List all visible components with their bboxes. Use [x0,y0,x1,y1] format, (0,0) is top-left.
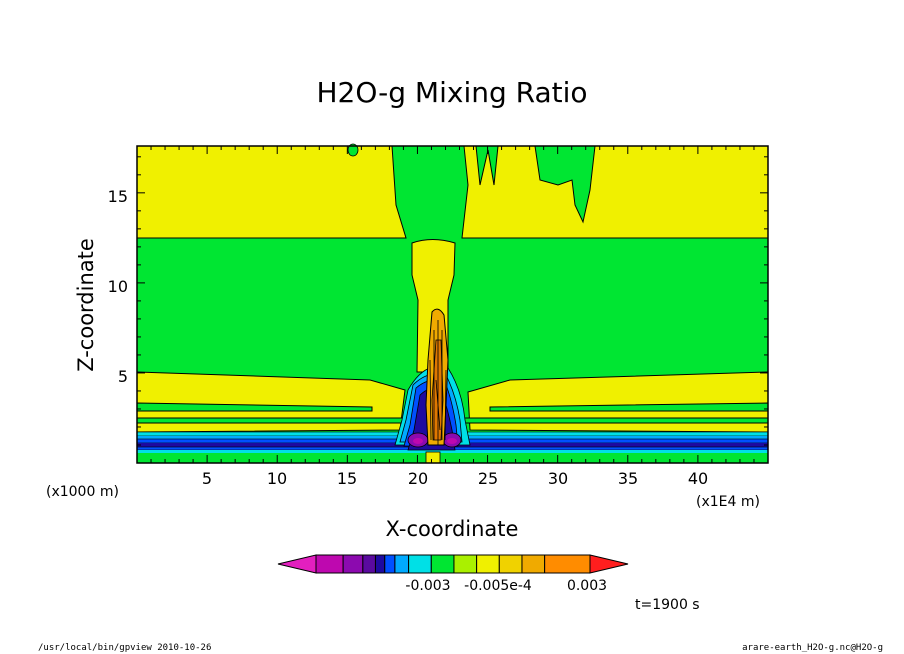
colorbar-segments [277,554,629,574]
x-axis-label: X-coordinate [386,517,519,541]
colorbar-label-3: 0.003 [567,578,607,594]
core-dark-orange-column [431,339,444,441]
x-tick-label: 30 [548,469,568,488]
core-magenta-right [447,438,457,444]
core-contour-lines [429,320,447,445]
footer-left: /usr/local/bin/gpview 2010-10-26 [38,643,211,653]
colorbar-max-triangle [589,554,629,574]
bottom-center-yellow [425,451,441,464]
colorbar-segment [362,554,376,574]
axis-ticks [137,146,768,463]
colorbar-segment [342,554,364,574]
colorbar-segment [544,554,591,574]
y-tick-5: 5 [118,367,128,386]
upper-yellow-band [136,145,407,239]
core-magenta-left [413,438,423,444]
plot-frame [136,145,769,464]
colorbar-segment [408,554,432,574]
colorbar: -0.003 -0.005e-4 0.003 [277,554,629,594]
x-tick-label: 10 [267,469,287,488]
time-label: t=1900 s [635,597,700,613]
y-axis-label: Z-coordinate [74,238,98,372]
x-tick-label: 5 [202,469,212,488]
colorbar-min-triangle [277,554,317,574]
colorbar-segment [521,554,546,574]
colorbar-segment [498,554,523,574]
upper-green-blob [347,143,359,157]
x-tick-label: 35 [618,469,638,488]
chart-title: H2O-g Mixing Ratio [316,76,587,109]
colorbar-label-1: -0.003 [405,578,450,594]
colorbar-segment [476,554,500,574]
x-tick-labels: 5 10 15 20 25 30 35 40 [202,469,708,488]
footer-right: arare-earth_H2O-g.nc@H2O-g [742,643,883,653]
band-cyan-lower [137,450,768,453]
upper-yellow-band-right [461,145,769,239]
plot-area [136,143,769,464]
colorbar-segment [453,554,478,574]
colorbar-segment [430,554,455,574]
x-unit-right: (x1E4 m) [696,494,760,510]
x-tick-label: 15 [337,469,357,488]
y-tick-15: 15 [108,187,128,206]
colorbar-segment [374,554,386,574]
x-unit-left: (x1000 m) [46,484,119,500]
colorbar-label-2: -0.005e-4 [464,578,532,594]
colorbar-segment [394,554,410,574]
y-tick-10: 10 [108,277,128,296]
colorbar-segment [384,554,396,574]
x-tick-label: 40 [688,469,708,488]
colorbar-segment [315,554,344,574]
x-tick-label: 20 [408,469,428,488]
x-tick-label: 25 [478,469,498,488]
